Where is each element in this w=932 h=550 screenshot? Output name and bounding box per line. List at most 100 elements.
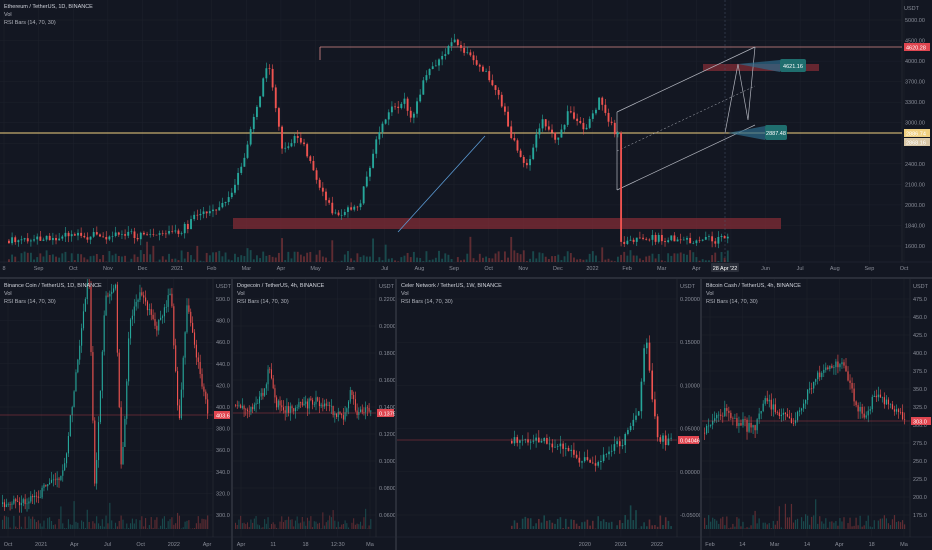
candle-body xyxy=(71,407,73,416)
time-axis[interactable]: Feb 14 Mar 14 Apr 18 Ma xyxy=(705,542,909,548)
bnb-chart-pane[interactable]: 500.0 480.0 460.0 440.0 420.0 400.0 380.0 360.0… xyxy=(0,279,231,550)
main-symbol-title[interactable]: Ethereum / TetherUS, 1D, BINANCE xyxy=(4,4,93,10)
projection-path[interactable] xyxy=(724,46,756,134)
main-chart-canvas[interactable]: 5000.004500.004000.003700.003300.003000.… xyxy=(0,0,932,277)
time-axis[interactable]: 8 Sep Oct Nov Dec 2021 Feb Mar Apr May Jun Jul Aug Se… xyxy=(2,266,908,272)
candles[interactable] xyxy=(2,279,209,529)
bch-rsi-indicator[interactable]: RSI Bars (14, 70, 30) xyxy=(706,299,758,305)
channel-upper[interactable] xyxy=(616,46,756,113)
price-axis[interactable]: 500.0480.0460.0440.0420.0400.0380.0360.0… xyxy=(216,297,230,519)
candle xyxy=(657,232,660,244)
candle-body xyxy=(336,413,338,418)
candle xyxy=(128,331,130,386)
last-price-label[interactable]: 0.1379 xyxy=(377,409,395,418)
bnb-chart-canvas[interactable]: 500.0480.0460.0440.0420.0400.0380.0360.0… xyxy=(0,279,231,550)
candle xyxy=(524,438,527,444)
price-axis[interactable]: 0.200000.150000.100000.050000.00000-0.05… xyxy=(680,297,700,519)
price-axis[interactable]: 475.0450.0425.0400.0375.0350.0325.0300.0… xyxy=(913,297,927,519)
celr-vol-indicator[interactable]: Vol xyxy=(401,291,409,297)
candle-body xyxy=(348,401,350,409)
celr-symbol-title[interactable]: Celer Network / TetherUS, 1W, BINANCE xyxy=(401,283,502,289)
main-rsi-indicator[interactable]: RSI Bars (14, 70, 30) xyxy=(4,20,56,26)
candle-body xyxy=(811,388,813,390)
last-price-label[interactable]: 403.6 xyxy=(214,411,230,420)
price-label-resistance[interactable]: 4620.28 xyxy=(904,43,930,52)
candle xyxy=(704,427,706,440)
volume-bar xyxy=(560,260,563,262)
main-chart-pane[interactable]: 5000.00 4500.00 4000.00 3700.00 3300.00 3000.… xyxy=(0,0,932,277)
price-label-last[interactable]: 2868.16 xyxy=(904,138,930,147)
price-label-key[interactable]: 2886.74 xyxy=(904,129,930,138)
candle-body xyxy=(199,361,201,374)
bnb-vol-indicator[interactable]: Vol xyxy=(4,291,12,297)
doge-chart-pane[interactable]: 0.2200 0.2000 0.1800 0.1600 0.1400 0.1200 0.10… xyxy=(233,279,395,550)
pane-divider-horizontal[interactable] xyxy=(0,277,932,279)
price-axis[interactable]: 0.22000.20000.18000.16000.14000.12000.10… xyxy=(379,297,395,519)
candle-body xyxy=(178,405,181,419)
time-axis[interactable]: 2020 2021 2022 xyxy=(579,542,663,548)
bch-vol-indicator[interactable]: Vol xyxy=(706,291,714,297)
celr-chart-pane[interactable]: 0.20000 0.15000 0.10000 0.05000 0.00000 -0.05… xyxy=(397,279,700,550)
doge-symbol-title[interactable]: Dogecoin / TetherUS, 4h, BINANCE xyxy=(237,283,325,289)
volume-bar xyxy=(372,238,375,262)
candle-body xyxy=(156,325,158,331)
candle-body xyxy=(651,370,654,400)
candle-body xyxy=(381,123,384,133)
bnb-symbol-title[interactable]: Binance Coin / TetherUS, 1D, BINANCE xyxy=(4,283,102,289)
candle-body xyxy=(369,167,371,177)
candle-body xyxy=(563,124,566,130)
time-axis[interactable]: Oct 2021 Apr Jul Oct 2022 Apr xyxy=(4,542,212,548)
candle-body xyxy=(567,447,570,451)
bnb-rsi-indicator[interactable]: RSI Bars (14, 70, 30) xyxy=(4,299,56,305)
candle-body xyxy=(519,440,521,443)
last-price-label[interactable]: 0.04046 xyxy=(678,436,700,445)
time-tick-label: Jun xyxy=(346,266,355,272)
candles[interactable] xyxy=(704,354,906,529)
pane-divider-vertical-3[interactable] xyxy=(700,279,702,550)
pane-divider-vertical-1[interactable] xyxy=(231,279,233,550)
candle xyxy=(766,390,768,405)
volume-bar xyxy=(354,524,356,529)
volume-bar xyxy=(344,520,346,529)
candle-body xyxy=(353,395,355,400)
volume-bar xyxy=(177,512,179,529)
price-tick-label: 0.1600 xyxy=(379,378,395,384)
trend-line[interactable] xyxy=(397,135,486,233)
candle-body xyxy=(752,425,754,428)
candle xyxy=(105,231,108,244)
time-tick-label: Apr xyxy=(70,542,79,548)
main-vol-indicator[interactable]: Vol xyxy=(4,12,12,18)
price-tick-label: 340.0 xyxy=(216,470,230,476)
channel-lower[interactable] xyxy=(616,124,756,191)
candle-body xyxy=(286,406,288,413)
bch-chart-canvas[interactable]: 475.0450.0425.0400.0375.0350.0325.0300.0… xyxy=(702,279,932,550)
volume-bar xyxy=(99,259,101,262)
candle-body xyxy=(409,110,412,118)
candle-body xyxy=(168,231,170,234)
celr-rsi-indicator[interactable]: RSI Bars (14, 70, 30) xyxy=(401,299,453,305)
last-price-label[interactable]: 303.0 xyxy=(911,417,931,426)
candle-body xyxy=(494,85,497,90)
candles[interactable] xyxy=(511,335,672,529)
doge-chart-canvas[interactable]: 0.22000.20000.18000.16000.14000.12000.10… xyxy=(233,279,395,550)
candle xyxy=(565,442,567,457)
bch-symbol-title[interactable]: Bitcoin Cash / TetherUS, 4h, BINANCE xyxy=(706,283,801,289)
candle-body xyxy=(124,418,126,447)
candle xyxy=(267,365,269,391)
bch-chart-pane[interactable]: 475.0 450.0 425.0 400.0 375.0 350.0 325.0 300.0… xyxy=(702,279,932,550)
eth-candles[interactable] xyxy=(8,33,729,262)
doge-vol-indicator[interactable]: Vol xyxy=(237,291,245,297)
target-price-tag[interactable]: 4621.16 xyxy=(780,59,806,72)
pane-divider-vertical-2[interactable] xyxy=(395,279,397,550)
current-date-badge[interactable]: 28 Apr '22 xyxy=(711,263,739,272)
doge-rsi-indicator[interactable]: RSI Bars (14, 70, 30) xyxy=(237,299,289,305)
time-axis[interactable]: Apr 11 18 12:30 Ma xyxy=(237,542,375,548)
support-zone[interactable] xyxy=(233,218,781,229)
volume-bar xyxy=(64,251,67,262)
candle-body xyxy=(597,462,600,466)
celr-chart-canvas[interactable]: 0.200000.150000.100000.050000.00000-0.05… xyxy=(397,279,700,550)
candle-body xyxy=(887,399,890,405)
candles[interactable] xyxy=(235,363,372,529)
candle-body xyxy=(274,388,276,398)
mid-price-tag[interactable]: 2887.48 xyxy=(765,125,787,140)
